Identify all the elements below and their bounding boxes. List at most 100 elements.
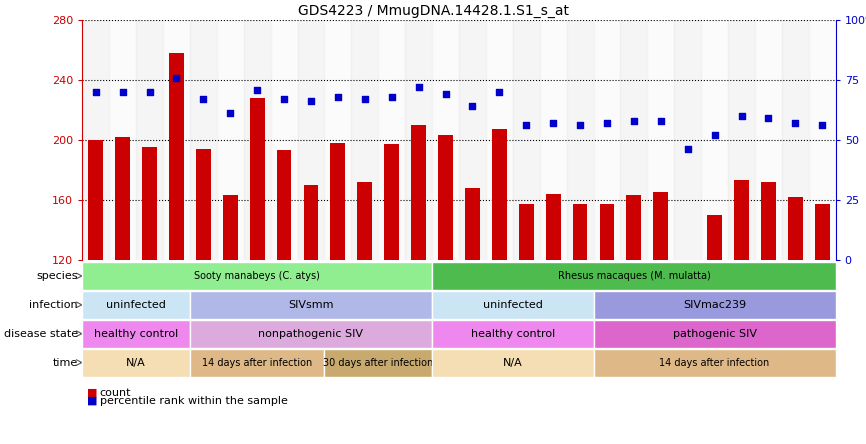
Text: healthy control: healthy control: [94, 329, 178, 339]
Bar: [728, 20, 755, 260]
Bar: [190, 20, 216, 260]
Bar: [243, 20, 270, 260]
Bar: [88, 140, 103, 260]
Text: uninfected: uninfected: [107, 300, 166, 310]
Bar: [331, 143, 346, 260]
Point: [170, 74, 184, 81]
Point: [304, 98, 318, 105]
Text: 14 days after infection: 14 days after infection: [202, 357, 313, 368]
Point: [546, 119, 560, 127]
Point: [788, 119, 802, 127]
Point: [654, 117, 668, 124]
Bar: [82, 20, 109, 260]
Bar: [540, 20, 566, 260]
Bar: [809, 20, 836, 260]
Bar: [249, 98, 265, 260]
Bar: [196, 149, 210, 260]
Point: [358, 95, 372, 103]
Point: [600, 119, 614, 127]
Bar: [276, 151, 292, 260]
Bar: [734, 180, 749, 260]
Point: [815, 122, 829, 129]
Bar: [459, 20, 486, 260]
Bar: [593, 20, 620, 260]
Point: [385, 93, 398, 100]
Point: [143, 88, 157, 95]
Bar: [411, 125, 426, 260]
Text: count: count: [100, 388, 131, 398]
Bar: [142, 147, 157, 260]
Bar: [298, 20, 325, 260]
Text: species: species: [36, 271, 78, 281]
Bar: [405, 20, 432, 260]
Text: disease state: disease state: [3, 329, 78, 339]
Text: 30 days after infection: 30 days after infection: [323, 357, 433, 368]
Text: pathogenic SIV: pathogenic SIV: [673, 329, 757, 339]
Point: [116, 88, 130, 95]
Point: [734, 112, 748, 119]
Point: [438, 91, 452, 98]
Bar: [223, 195, 237, 260]
Text: infection: infection: [29, 300, 78, 310]
Bar: [755, 20, 782, 260]
Point: [250, 86, 264, 93]
Bar: [519, 204, 533, 260]
Text: ■: ■: [87, 388, 97, 398]
Point: [331, 93, 345, 100]
Bar: [647, 20, 675, 260]
Text: Rhesus macaques (M. mulatta): Rhesus macaques (M. mulatta): [558, 271, 710, 281]
Bar: [216, 20, 243, 260]
Point: [681, 146, 695, 153]
Point: [466, 103, 480, 110]
Text: Sooty manabeys (C. atys): Sooty manabeys (C. atys): [194, 271, 320, 281]
Text: uninfected: uninfected: [483, 300, 543, 310]
Bar: [115, 137, 130, 260]
Bar: [270, 20, 298, 260]
Bar: [163, 20, 190, 260]
Bar: [465, 188, 480, 260]
Bar: [681, 260, 695, 264]
Text: ■: ■: [87, 396, 97, 406]
Point: [493, 88, 507, 95]
Bar: [599, 204, 614, 260]
Bar: [358, 182, 372, 260]
Text: GDS4223 / MmugDNA.14428.1.S1_s_at: GDS4223 / MmugDNA.14428.1.S1_s_at: [298, 4, 568, 19]
Bar: [325, 20, 352, 260]
Bar: [788, 197, 803, 260]
Bar: [708, 215, 722, 260]
Text: N/A: N/A: [503, 357, 523, 368]
Bar: [782, 20, 809, 260]
Bar: [438, 135, 453, 260]
Text: time: time: [53, 357, 78, 368]
Bar: [385, 144, 399, 260]
Bar: [109, 20, 136, 260]
Bar: [653, 192, 669, 260]
Point: [197, 95, 210, 103]
Point: [411, 83, 425, 91]
Point: [627, 117, 641, 124]
Bar: [701, 20, 728, 260]
Bar: [136, 20, 163, 260]
Point: [708, 131, 721, 139]
Bar: [626, 195, 642, 260]
Bar: [304, 185, 319, 260]
Bar: [486, 20, 513, 260]
Bar: [378, 20, 405, 260]
Bar: [546, 194, 560, 260]
Text: SIVsmm: SIVsmm: [288, 300, 333, 310]
Bar: [620, 20, 647, 260]
Bar: [675, 20, 701, 260]
Bar: [761, 182, 776, 260]
Point: [520, 122, 533, 129]
Bar: [492, 129, 507, 260]
Text: healthy control: healthy control: [470, 329, 555, 339]
Bar: [815, 204, 830, 260]
Bar: [566, 20, 593, 260]
Text: percentile rank within the sample: percentile rank within the sample: [100, 396, 288, 406]
Point: [573, 122, 587, 129]
Text: SIVmac239: SIVmac239: [683, 300, 746, 310]
Point: [89, 88, 103, 95]
Text: nonpathogenic SIV: nonpathogenic SIV: [258, 329, 364, 339]
Point: [761, 115, 775, 122]
Bar: [513, 20, 540, 260]
